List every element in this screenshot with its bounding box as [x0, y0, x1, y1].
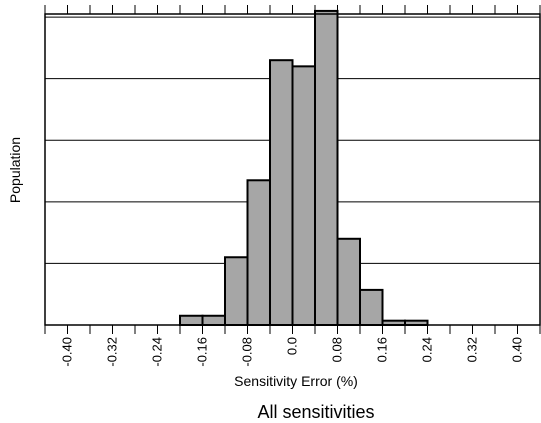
histogram-bar [336, 237, 361, 326]
histogram-bar [359, 288, 384, 327]
x-tick-label: 0.24 [420, 337, 435, 362]
x-tick-label: -0.08 [240, 337, 255, 367]
x-tick-label: -0.16 [195, 337, 210, 367]
axis-ticks [44, 5, 541, 334]
histogram-bars [179, 9, 429, 327]
histogram-bar [179, 314, 204, 327]
x-tick-label: 0.0 [285, 337, 300, 355]
x-tick-labels: -0.40 -0.32 -0.24 -0.16 -0.08 0.0 0.08 0.16 0.24… [60, 337, 525, 367]
x-tick-label: -0.40 [60, 337, 75, 367]
chart-caption: All sensitivities [257, 402, 374, 422]
x-tick-label: -0.24 [150, 337, 165, 367]
histogram-bar [314, 9, 339, 326]
x-tick-label: 0.32 [465, 337, 480, 362]
histogram-bar [224, 256, 249, 326]
histogram-bar [269, 59, 294, 327]
x-axis-title: Sensitivity Error (%) [234, 373, 358, 389]
histogram-bar [201, 314, 226, 327]
y-axis-title: Population [7, 137, 23, 203]
histogram-bar [291, 65, 316, 327]
x-tick-label: 0.40 [510, 337, 525, 362]
histogram-bar [246, 179, 271, 326]
x-tick-label: 0.08 [330, 337, 345, 362]
x-tick-label: 0.16 [375, 337, 390, 362]
x-tick-label: -0.32 [105, 337, 120, 367]
